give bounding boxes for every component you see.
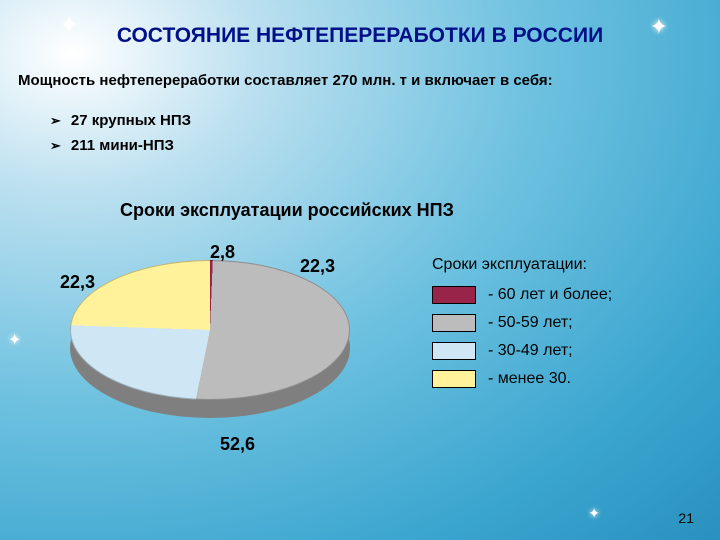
legend-label: - менее 30. [488, 370, 571, 388]
slice-label: 22,3 [60, 272, 95, 293]
page-number: 21 [678, 510, 694, 526]
legend: Сроки эксплуатации: - 60 лет и более; - … [432, 256, 612, 398]
legend-swatch [432, 286, 476, 304]
legend-row: - 60 лет и более; [432, 286, 612, 304]
legend-row: - 30-49 лет; [432, 342, 612, 360]
legend-swatch [432, 342, 476, 360]
pie-top [70, 260, 350, 400]
slice-label: 22,3 [300, 256, 335, 277]
legend-swatch [432, 370, 476, 388]
intro-text: Мощность нефтепереработки составляет 270… [18, 72, 553, 89]
legend-label: - 30-49 лет; [488, 342, 573, 360]
page-title: СОСТОЯНИЕ НЕФТЕПЕРЕРАБОТКИ В РОССИИ [0, 24, 720, 48]
bullet-item: 211 мини-НПЗ [50, 137, 191, 154]
bullet-item: 27 крупных НПЗ [50, 112, 191, 129]
legend-label: - 50-59 лет; [488, 314, 573, 332]
pie-chart: 22,3 52,6 22,3 2,8 [70, 242, 380, 452]
sparkle-decoration: ✦ [8, 330, 21, 350]
bullet-list: 27 крупных НПЗ 211 мини-НПЗ [50, 104, 191, 162]
legend-row: - 50-59 лет; [432, 314, 612, 332]
legend-title: Сроки эксплуатации: [432, 256, 612, 274]
slice-label: 2,8 [210, 242, 235, 263]
sparkle-decoration: ✦ [588, 505, 600, 522]
chart-subtitle: Сроки эксплуатации российских НПЗ [120, 200, 454, 221]
legend-label: - 60 лет и более; [488, 286, 612, 304]
slice-label: 52,6 [220, 434, 255, 455]
legend-row: - менее 30. [432, 370, 612, 388]
legend-swatch [432, 314, 476, 332]
